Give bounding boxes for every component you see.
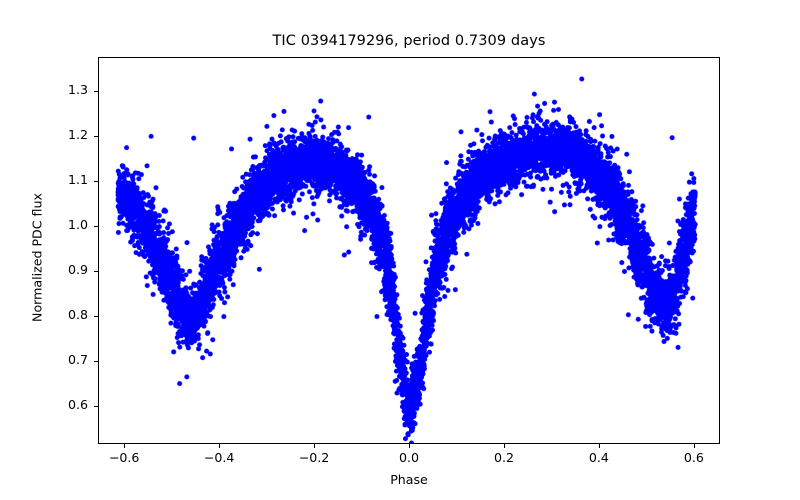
y-tick-mark [94,405,98,407]
x-tick-label: −0.2 [298,450,330,465]
x-tick-mark [314,444,316,448]
x-tick-mark [503,444,505,448]
y-axis-label-text: Normalized PDC flux [29,193,45,322]
y-tick-label: 0.9 [67,261,88,277]
y-tick-mark [94,270,98,272]
scatter-plot-canvas [99,58,719,443]
chart-title: TIC 0394179296, period 0.7309 days [0,33,800,49]
y-tick-label: 1.1 [67,171,88,187]
x-tick-label: −0.4 [203,450,235,465]
y-tick-mark [94,180,98,182]
y-axis-label: Normalized PDC flux [30,158,45,358]
x-tick-mark [693,444,695,448]
x-tick-mark [598,444,600,448]
x-tick-label: 0.6 [683,450,704,465]
x-tick-label: 0.0 [398,450,420,465]
y-tick-mark [94,360,98,362]
y-tick-label: 1.3 [67,81,88,97]
x-tick-mark [124,444,126,448]
x-axis-label: Phase [0,472,800,487]
x-axis-label-text: Phase [390,472,428,487]
y-tick-label: 0.7 [67,351,88,367]
plot-axes-area [98,57,720,444]
y-tick-mark [94,90,98,92]
x-tick-label: −0.6 [108,450,140,465]
chart-title-text: TIC 0394179296, period 0.7309 days [272,33,546,49]
x-tick-label: 0.2 [493,450,514,465]
x-tick-label: 0.4 [588,450,609,465]
y-tick-label: 1.0 [67,216,88,232]
x-tick-mark [409,444,410,448]
y-tick-mark [94,315,98,317]
y-tick-label: 0.6 [67,396,88,412]
y-tick-label: 0.8 [67,306,88,322]
y-tick-label: 1.2 [67,126,88,142]
y-tick-mark [94,135,98,137]
x-tick-mark [219,444,221,448]
y-tick-mark [94,225,98,227]
